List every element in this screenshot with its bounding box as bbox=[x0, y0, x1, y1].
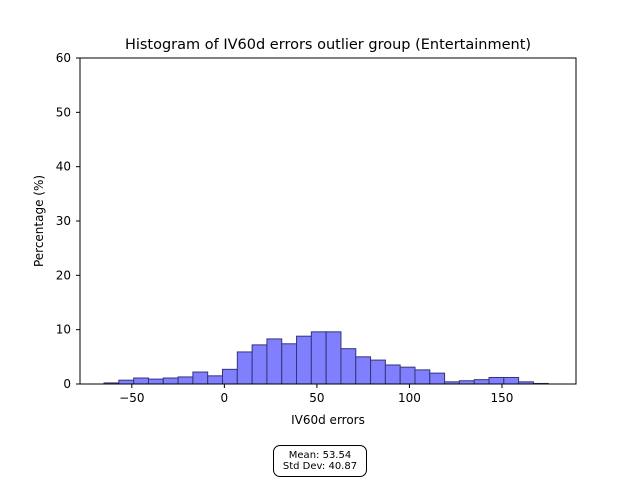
y-tick-label: 50 bbox=[56, 105, 71, 119]
histogram-bar bbox=[473, 379, 490, 385]
x-tick-label: 100 bbox=[398, 391, 421, 405]
histogram-bar bbox=[384, 364, 401, 385]
histogram-bar bbox=[340, 348, 357, 385]
x-tick-label: 150 bbox=[491, 391, 514, 405]
y-tick-label: 20 bbox=[56, 268, 71, 282]
histogram-bar bbox=[222, 368, 238, 385]
histogram-bar bbox=[177, 376, 194, 385]
histogram-bar bbox=[266, 338, 283, 385]
histogram-bar bbox=[162, 377, 179, 385]
y-tick-label: 30 bbox=[56, 214, 71, 228]
mean-label: Mean: 53.54 bbox=[288, 450, 352, 461]
y-axis-label: Percentage (%) bbox=[32, 175, 46, 267]
y-tick-label: 0 bbox=[63, 377, 71, 391]
histogram-bar bbox=[296, 335, 312, 385]
histogram-bar bbox=[370, 359, 386, 385]
histogram-bar bbox=[325, 331, 342, 385]
x-tick-label: 0 bbox=[221, 391, 229, 405]
chart-title: Histogram of IV60d errors outlier group … bbox=[125, 37, 531, 53]
bars-group bbox=[103, 331, 549, 385]
y-tick-label: 10 bbox=[56, 323, 71, 337]
x-axis-label: IV60d errors bbox=[291, 413, 365, 427]
histogram-bar bbox=[236, 351, 253, 385]
x-tick-label: 50 bbox=[309, 391, 324, 405]
histogram-bar bbox=[399, 366, 416, 385]
histogram-bar bbox=[251, 344, 268, 385]
std-dev-label: Std Dev: 40.87 bbox=[282, 461, 358, 472]
y-tick-label: 60 bbox=[56, 51, 71, 65]
histogram-bar bbox=[310, 331, 327, 385]
histogram-bar bbox=[429, 372, 446, 385]
histogram-bar bbox=[192, 371, 209, 385]
y-axis-ticks: 0 10 20 30 40 50 60 bbox=[56, 51, 80, 391]
histogram-bar bbox=[355, 356, 372, 385]
histogram-bar bbox=[503, 376, 520, 385]
stats-annotation-box: Mean: 53.54 Std Dev: 40.87 bbox=[273, 445, 367, 477]
histogram-bar bbox=[118, 379, 135, 385]
x-tick-label: −50 bbox=[119, 391, 144, 405]
histogram-bar bbox=[414, 369, 431, 385]
histogram-bar bbox=[133, 377, 149, 385]
y-tick-label: 40 bbox=[56, 160, 71, 174]
histogram-bar bbox=[281, 343, 298, 385]
histogram-bar bbox=[488, 376, 505, 385]
histogram-bar bbox=[147, 378, 164, 385]
x-axis-ticks: −50 0 50 100 150 bbox=[119, 384, 513, 405]
histogram-bar bbox=[207, 375, 224, 385]
